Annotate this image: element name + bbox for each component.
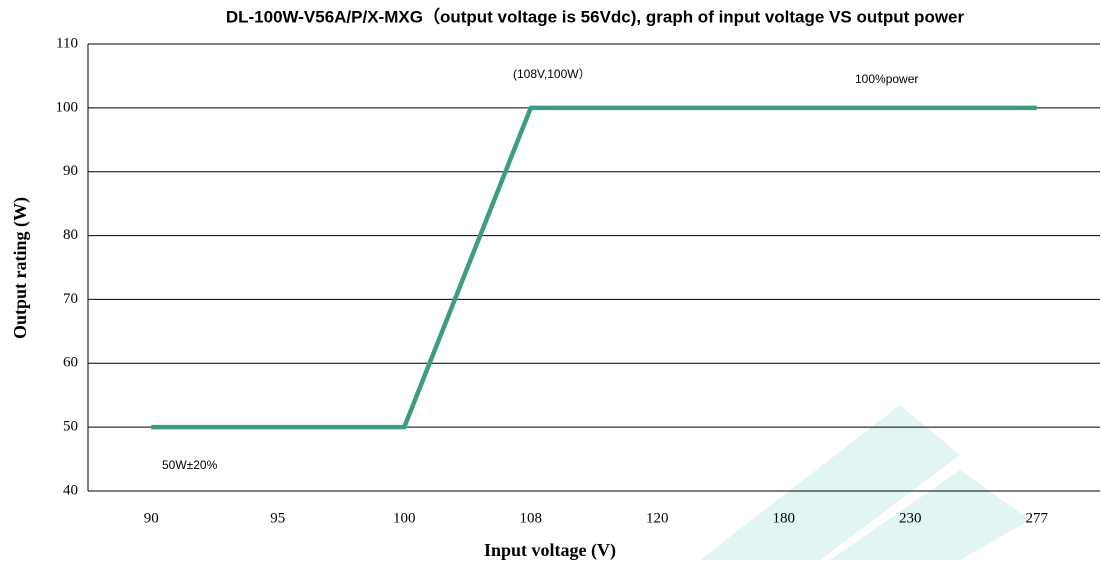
y-tick-label: 40 — [63, 482, 78, 498]
x-tick-label: 120 — [646, 510, 669, 526]
x-axis-label: Input voltage (V) — [484, 540, 616, 561]
x-tick-label: 277 — [1026, 510, 1049, 526]
y-axis-label: Output rating (W) — [10, 197, 31, 339]
watermark — [700, 405, 960, 560]
annotation: (108V,100W） — [513, 67, 591, 81]
x-tick-label: 108 — [520, 510, 543, 526]
x-tick-label: 180 — [773, 510, 796, 526]
chart-title: DL-100W-V56A/P/X-MXG（output voltage is 5… — [226, 6, 965, 26]
annotation: 50W±20% — [162, 458, 218, 472]
y-tick-label: 50 — [63, 419, 78, 435]
y-tick-label: 70 — [63, 291, 78, 307]
y-tick-label: 60 — [63, 355, 78, 371]
x-tick-label: 230 — [899, 510, 922, 526]
x-tick-label: 90 — [144, 510, 159, 526]
y-tick-label: 80 — [63, 227, 78, 243]
x-tick-label: 100 — [393, 510, 416, 526]
line-series — [151, 105, 1037, 430]
y-tick-label: 100 — [56, 99, 79, 115]
y-tick-label: 90 — [63, 163, 78, 179]
x-tick-label: 95 — [270, 510, 285, 526]
y-tick-label: 110 — [56, 35, 78, 51]
annotation: 100%power — [855, 72, 918, 86]
watermark — [830, 470, 1030, 560]
